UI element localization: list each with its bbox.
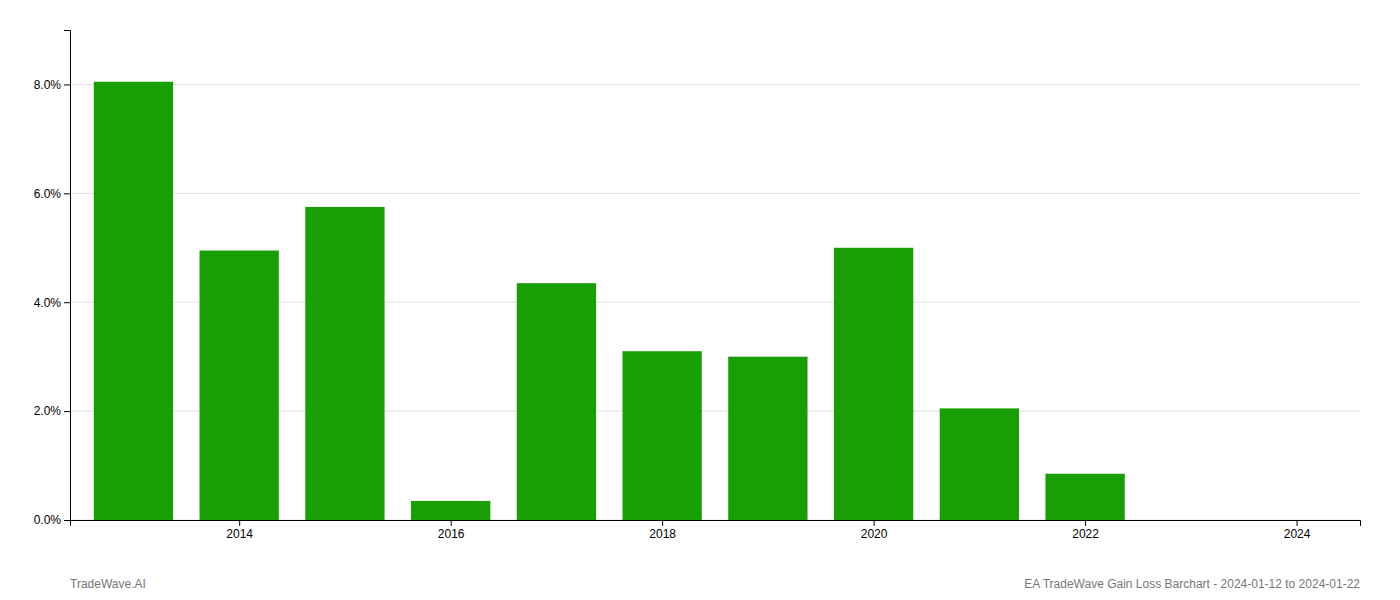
bars xyxy=(94,82,1125,520)
y-tick-label: 6.0% xyxy=(34,187,62,201)
x-tick-label: 2020 xyxy=(861,527,888,541)
x-tick: 2020 xyxy=(861,520,888,541)
y-axis: 0.0% 2.0% 4.0% 6.0% 8.0% xyxy=(34,31,71,528)
footer-right: EA TradeWave Gain Loss Barchart - 2024-0… xyxy=(1024,577,1360,591)
x-tick-mark xyxy=(1297,520,1298,526)
y-tick-mark xyxy=(64,302,70,303)
y-tick-mark xyxy=(64,84,70,85)
grid-line xyxy=(70,84,1360,85)
x-tick-mark xyxy=(874,520,875,526)
bar xyxy=(622,351,701,520)
bar xyxy=(517,283,596,520)
x-tick: 2024 xyxy=(1284,520,1311,541)
x-tick-mark xyxy=(239,520,240,526)
x-tick-label: 2018 xyxy=(649,527,676,541)
x-tick-label: 2024 xyxy=(1284,527,1311,541)
x-axis: 2014 2016 2018 2020 2022 2024 xyxy=(71,520,1361,541)
x-tick: 2018 xyxy=(649,520,676,541)
x-axis-line xyxy=(71,521,1361,527)
bar xyxy=(1151,520,1230,521)
y-tick: 6.0% xyxy=(34,187,70,201)
x-tick: 2014 xyxy=(226,520,253,541)
grid xyxy=(70,84,1360,520)
bar xyxy=(1045,474,1124,520)
y-tick: 0.0% xyxy=(34,513,70,527)
plot-area: 0.0% 2.0% 4.0% 6.0% 8.0% 2014 2016 2018 2020 2022… xyxy=(34,31,1361,541)
x-tick-mark xyxy=(451,520,452,526)
footer-left: TradeWave.AI xyxy=(70,577,146,591)
bar xyxy=(728,357,807,520)
grid-line xyxy=(70,193,1360,194)
y-tick-label: 8.0% xyxy=(34,78,62,92)
y-tick-mark xyxy=(64,193,70,194)
x-tick: 2022 xyxy=(1072,520,1099,541)
x-tick-mark xyxy=(662,520,663,526)
x-tick-label: 2014 xyxy=(226,527,253,541)
x-tick: 2016 xyxy=(438,520,465,541)
bar xyxy=(200,251,279,521)
x-tick-label: 2022 xyxy=(1072,527,1099,541)
bar xyxy=(411,501,490,520)
y-axis-line xyxy=(64,31,71,521)
bar xyxy=(94,82,173,520)
chart-svg: 0.0% 2.0% 4.0% 6.0% 8.0% 2014 2016 2018 2020 2022… xyxy=(0,0,1400,600)
bar xyxy=(940,408,1019,520)
x-tick-mark xyxy=(1085,520,1086,526)
y-tick-label: 0.0% xyxy=(34,513,62,527)
y-tick-label: 2.0% xyxy=(34,404,62,418)
bar xyxy=(305,207,384,520)
x-tick-label: 2016 xyxy=(438,527,465,541)
y-tick-label: 4.0% xyxy=(34,296,62,310)
y-tick: 8.0% xyxy=(34,78,70,92)
y-tick: 2.0% xyxy=(34,404,70,418)
y-tick: 4.0% xyxy=(34,296,70,310)
y-tick-mark xyxy=(64,520,70,521)
chart-container: 0.0% 2.0% 4.0% 6.0% 8.0% 2014 2016 2018 2020 2022… xyxy=(0,0,1400,600)
bar xyxy=(834,248,913,520)
y-tick-mark xyxy=(64,411,70,412)
